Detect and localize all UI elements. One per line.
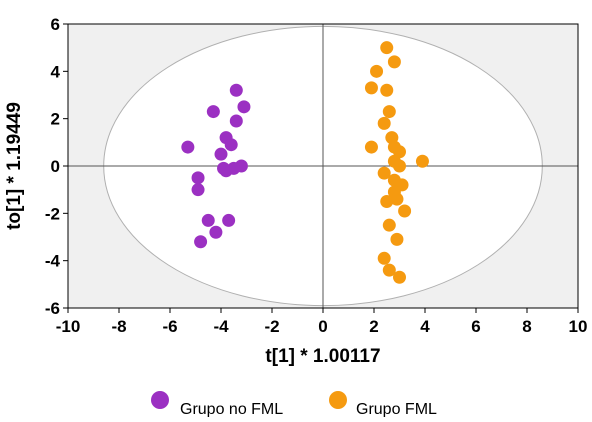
x-tick-label: -10 bbox=[56, 317, 81, 336]
data-point bbox=[380, 41, 394, 55]
data-point bbox=[222, 213, 236, 227]
x-tick-label: -2 bbox=[264, 317, 279, 336]
data-point bbox=[214, 147, 228, 161]
y-tick-label: 2 bbox=[51, 110, 60, 129]
data-point bbox=[181, 140, 195, 154]
series-grupo-no-fml bbox=[181, 83, 251, 249]
data-point bbox=[229, 114, 243, 128]
data-point bbox=[382, 105, 396, 119]
data-point bbox=[191, 183, 205, 197]
data-point bbox=[377, 251, 391, 265]
data-point bbox=[364, 140, 378, 154]
legend-label: Grupo FML bbox=[356, 401, 437, 417]
legend-marker bbox=[329, 391, 347, 409]
data-point bbox=[382, 263, 396, 277]
x-tick-label: -8 bbox=[111, 317, 126, 336]
x-tick-label: -6 bbox=[162, 317, 177, 336]
data-point bbox=[206, 105, 220, 119]
legend-label: Grupo no FML bbox=[180, 401, 283, 417]
data-point bbox=[377, 116, 391, 130]
x-tick-label: 6 bbox=[471, 317, 480, 336]
data-point bbox=[382, 218, 396, 232]
data-point bbox=[201, 213, 215, 227]
data-point bbox=[377, 166, 391, 180]
y-tick-label: -2 bbox=[45, 204, 60, 223]
x-axis-label: t[1] * 1.00117 bbox=[265, 346, 380, 367]
data-point bbox=[224, 138, 238, 152]
y-tick-label: -6 bbox=[45, 299, 60, 318]
data-point bbox=[390, 232, 404, 246]
y-tick-label: 4 bbox=[51, 62, 61, 81]
data-point bbox=[398, 204, 412, 218]
x-tick-label: 8 bbox=[522, 317, 531, 336]
data-point bbox=[364, 81, 378, 95]
series-grupo-fml bbox=[364, 41, 429, 284]
data-point bbox=[393, 159, 406, 173]
data-point bbox=[191, 171, 205, 185]
data-point bbox=[209, 225, 223, 239]
x-tick-label: 10 bbox=[569, 317, 588, 336]
y-tick-label: -4 bbox=[45, 252, 61, 271]
data-point bbox=[194, 235, 208, 249]
x-tick-label: -4 bbox=[213, 317, 229, 336]
data-point bbox=[370, 64, 384, 78]
y-tick-label: 6 bbox=[51, 15, 60, 34]
x-tick-label: 0 bbox=[318, 317, 327, 336]
data-point bbox=[217, 161, 231, 175]
x-tick-label: 2 bbox=[369, 317, 378, 336]
data-point bbox=[393, 270, 406, 284]
data-point bbox=[390, 192, 404, 206]
data-point bbox=[380, 195, 394, 208]
data-point bbox=[229, 83, 243, 97]
data-point bbox=[237, 100, 251, 114]
x-tick-label: 4 bbox=[420, 317, 430, 336]
data-point bbox=[380, 83, 394, 97]
y-axis-label: to[1] * 1.19449 bbox=[4, 102, 25, 230]
data-point bbox=[387, 55, 401, 69]
y-tick-label: 0 bbox=[51, 157, 60, 176]
legend-marker bbox=[151, 391, 169, 409]
data-point bbox=[415, 154, 429, 168]
